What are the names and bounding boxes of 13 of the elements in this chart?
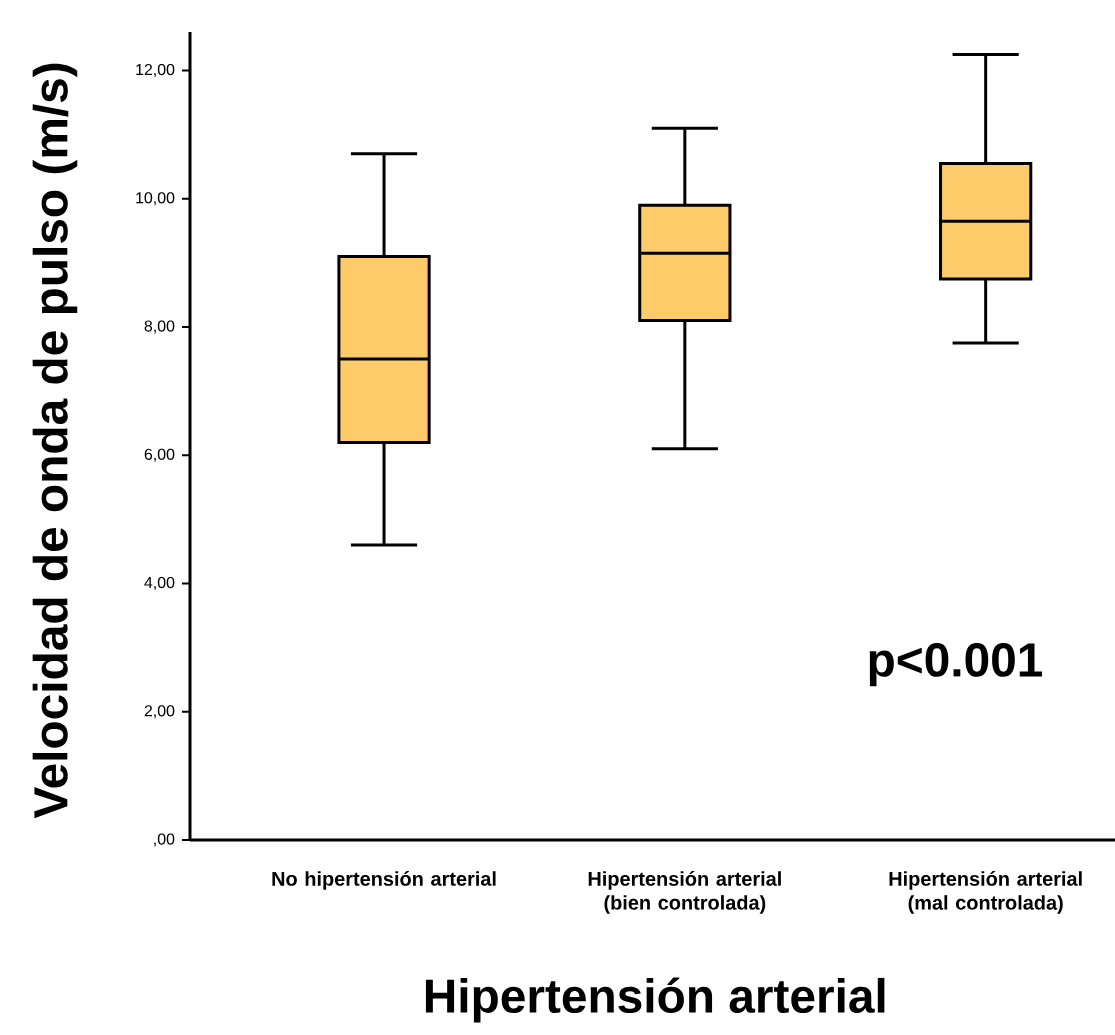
x-tick-label: Hipertensión arterial (bien controlada) (588, 871, 781, 914)
y-tick-label: 4,00 (144, 576, 175, 591)
x-axis-title: Hipertensión arterial (425, 977, 885, 1023)
y-tick-label: ,00 (154, 833, 175, 847)
annotation: p<0.001 (869, 643, 1043, 687)
y-axis-title: Velocidad de onda de pulso (m/s) (32, 63, 78, 819)
y-tick-label: 6,00 (144, 448, 175, 462)
x-tick-label: Hipertensión arterial (mal controlada) (889, 871, 1082, 914)
y-tick-label: 12,00 (136, 63, 175, 78)
y-tick-label: 2,00 (144, 705, 175, 719)
x-tick-label: No hipertensión arterial (272, 871, 496, 890)
y-tick-label: 8,00 (144, 320, 175, 334)
y-tick-label: 10,00 (136, 192, 175, 206)
